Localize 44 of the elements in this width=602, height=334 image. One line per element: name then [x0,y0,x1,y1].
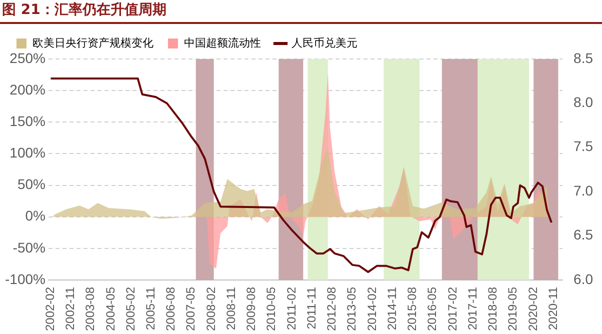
y2-tick-label: 8.0 [574,94,594,110]
x-tick-label: 2004-05 [103,286,118,332]
x-tick-label: 2013-05 [344,286,359,332]
x-tick-label: 2008-02 [204,286,218,332]
x-tick-label: 2011-11 [304,286,319,330]
y-tick-label: 250% [10,50,46,66]
y-tick-label: -100% [5,270,46,287]
x-tick-label: 2007-05 [184,286,198,332]
chart-title: 图 21：汇率仍在升值周期 [0,0,602,24]
x-tick-label: 2012-08 [324,286,339,332]
x-tick-label: 2016-05 [425,286,440,332]
y2-tick-label: 7.5 [574,138,594,154]
x-tick-label: 2020-11 [546,286,560,330]
x-tick-label: 2014-11 [385,286,400,330]
y2-tick-label: 7.0 [574,182,594,198]
y-tick-label: -50% [12,239,46,256]
x-tick-label: 2018-08 [486,286,500,332]
x-tick-label: 2003-08 [83,286,98,332]
x-tick-label: 2020-02 [526,286,540,332]
y-tick-label: 100% [10,144,46,161]
x-tick-label: 2014-02 [364,286,379,332]
y-tick-label: 50% [17,176,46,192]
x-tick-label: 2006-08 [164,286,178,332]
x-tick-label: 2017-02 [445,286,460,332]
y2-tick-label: 6.5 [574,226,594,243]
x-tick-label: 2002-02 [43,286,58,332]
y-tick-label: 150% [10,112,46,129]
x-tick-label: 2015-08 [405,286,420,332]
legend-label: 中国超额流动性 [184,36,261,50]
x-tick-label: 2019-05 [506,286,520,332]
y-tick-label: 0% [25,208,46,224]
x-tick-label: 2017-11 [466,286,480,330]
x-tick-label: 2005-02 [124,286,138,332]
x-tick-label: 2005-11 [144,286,158,330]
y-tick-label: 200% [10,81,46,98]
y2-tick-label: 8.5 [574,50,594,66]
x-tick-label: 2010-05 [264,286,278,332]
x-tick-label: 2011-02 [284,286,298,330]
x-tick-label: 2009-08 [244,286,258,332]
x-tick-label: 2008-11 [224,286,238,330]
legend-label: 人民币兑美元 [292,36,358,50]
legend-label: 欧美日央行资产规模变化 [32,36,154,50]
x-tick-label: 2002-11 [63,286,78,330]
y2-tick-label: 6.0 [574,270,594,287]
